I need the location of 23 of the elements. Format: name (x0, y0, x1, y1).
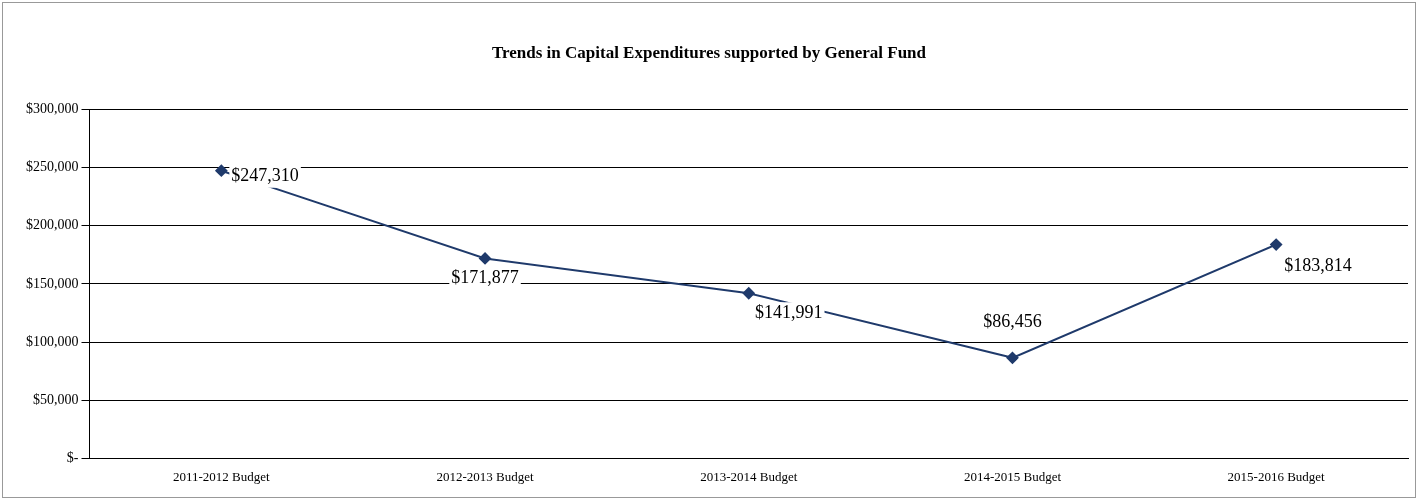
y-tick-label: $100,000 (26, 333, 79, 349)
data-label: $183,814 (1284, 255, 1352, 276)
data-label: $171,877 (451, 267, 519, 288)
data-label: $86,456 (983, 310, 1042, 331)
point (1006, 351, 1019, 364)
x-tick-label: 2015-2016 Budget (1227, 468, 1326, 484)
x-tick-label: 2013-2014 Budget (700, 468, 798, 484)
point (1270, 238, 1283, 251)
y-tick-label: $- (66, 450, 79, 466)
y-tick-label: $200,000 (26, 217, 79, 233)
point (742, 287, 755, 300)
data-label: $141,991 (755, 301, 823, 322)
point (215, 164, 228, 177)
chart-title: Trends in Capital Expenditures supported by General Fund (490, 43, 928, 63)
x-tick-label: 2014-2015 Budget (963, 468, 1062, 484)
data-label: $247,310 (231, 165, 299, 186)
y-tick-label: $150,000 (26, 275, 79, 291)
x-tick-label: 2011-2012 Budget (173, 468, 271, 484)
y-tick-label: $250,000 (26, 159, 79, 175)
x-tick-label: 2012-2013 Budget (436, 468, 534, 484)
y-tick-label: $50,000 (33, 391, 79, 407)
point (479, 252, 492, 265)
y-tick-label: $300,000 (26, 101, 79, 117)
